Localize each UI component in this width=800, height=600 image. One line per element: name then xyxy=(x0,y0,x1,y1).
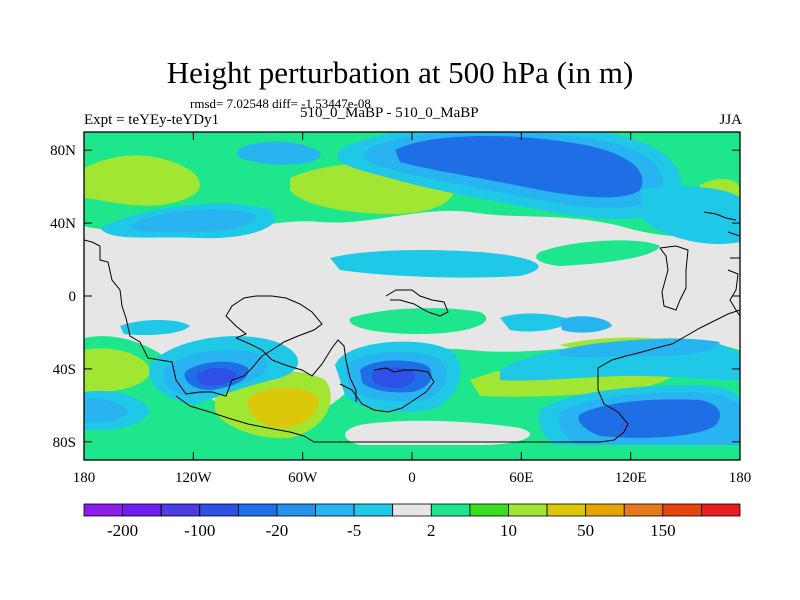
contour-tropical-cyan-small xyxy=(500,313,570,332)
contour-tropical-green xyxy=(536,240,660,266)
experiment-label: Expt = teYEy-teYDy1 xyxy=(84,112,220,128)
contour-sh-atlantic-core xyxy=(372,367,416,388)
colorbar-swatch xyxy=(585,503,625,517)
colorbar-swatch xyxy=(430,503,471,517)
x-tick-label: 120E xyxy=(615,470,647,486)
coastlines xyxy=(84,211,740,443)
contour-sh-pacific-core xyxy=(197,368,236,386)
season-label: JJA xyxy=(719,112,742,128)
x-tick-label: 0 xyxy=(408,470,416,486)
coastline-asia xyxy=(659,245,689,311)
contour-antarctic-gray xyxy=(345,420,531,445)
colorbar-swatch xyxy=(83,503,123,517)
colorbar-swatch xyxy=(546,503,587,517)
contour-sh-yellow-west xyxy=(84,348,151,392)
colorbar-swatch xyxy=(199,503,239,517)
contour-arctic-deep xyxy=(395,135,643,198)
colorbar-swatch xyxy=(353,503,394,517)
contour-tropical-west-cyan xyxy=(120,320,190,336)
coastline-north-america xyxy=(84,239,323,397)
colorbar-swatch xyxy=(469,503,509,517)
stats-label: rmsd= 7.02548 diff= -1.53447e-08 xyxy=(190,96,371,111)
colorbar-swatch xyxy=(508,503,548,517)
contour-tropical-blue-small xyxy=(560,316,612,333)
map-field xyxy=(84,132,740,460)
colorbar: -200 -100 -20 -5 2 10 50 150 xyxy=(83,503,741,540)
contour-sh-indian-blue xyxy=(560,338,720,357)
y-tick-label: 40S xyxy=(53,362,76,378)
contour-sh-orange-center xyxy=(247,387,319,428)
x-tick-label: 60W xyxy=(288,470,318,486)
coastline-south-america xyxy=(235,337,357,402)
y-tick-label: 40N xyxy=(50,216,76,232)
colorbar-label: 150 xyxy=(650,521,676,540)
colorbar-label: -20 xyxy=(266,521,289,540)
colorbar-label: -200 xyxy=(107,521,138,540)
y-axis: 80N 40N 0 40S 80S xyxy=(50,143,740,451)
coastline-antarctica xyxy=(339,367,435,413)
colorbar-swatch xyxy=(160,503,201,517)
colorbar-label: 10 xyxy=(500,521,517,540)
colorbar-label: 2 xyxy=(427,521,436,540)
chart-title: Height perturbation at 500 hPa (in m) xyxy=(166,55,634,90)
coastline-antarctic-shelf xyxy=(175,368,629,443)
y-tick-label: 80N xyxy=(50,143,76,159)
colorbar-swatch xyxy=(392,503,432,517)
coastline-africa xyxy=(385,289,449,317)
y-tick-label: 80S xyxy=(53,435,76,451)
contour-tropical-cyan-band xyxy=(330,250,539,278)
x-axis: 180 120W 60W 0 60E 120E 180 xyxy=(73,132,752,486)
colorbar-swatch xyxy=(122,503,162,517)
case-label: 510_0_MaBP - 510_0_MaBP xyxy=(300,105,479,121)
x-tick-label: 60E xyxy=(509,470,533,486)
colorbar-label: -5 xyxy=(347,521,361,540)
colorbar-swatch xyxy=(315,503,355,517)
colorbar-swatch xyxy=(701,503,741,517)
contour-nh-yellow-west xyxy=(84,155,200,206)
y-tick-label: 0 xyxy=(69,289,77,305)
colorbar-swatch xyxy=(276,503,316,517)
colorbar-swatch xyxy=(237,503,278,517)
colorbar-swatch xyxy=(662,503,702,517)
colorbar-swatch xyxy=(623,503,664,517)
coastline-far-east xyxy=(703,211,740,317)
contour-tropical-atlantic-green xyxy=(349,308,487,334)
colorbar-label: -100 xyxy=(184,521,215,540)
x-tick-label: 180 xyxy=(73,470,96,486)
contour-nh-blue-center xyxy=(236,141,321,165)
colorbar-label: 50 xyxy=(577,521,594,540)
contour-sh-far-west-blue xyxy=(84,397,128,423)
x-tick-label: 180 xyxy=(729,470,752,486)
contour-nh-blue-west-deep xyxy=(130,209,256,233)
contour-nh-blue-east xyxy=(640,186,740,244)
contour-sh-south-deep xyxy=(578,399,720,438)
coastline-australia xyxy=(597,309,740,369)
x-tick-label: 120W xyxy=(175,470,213,486)
